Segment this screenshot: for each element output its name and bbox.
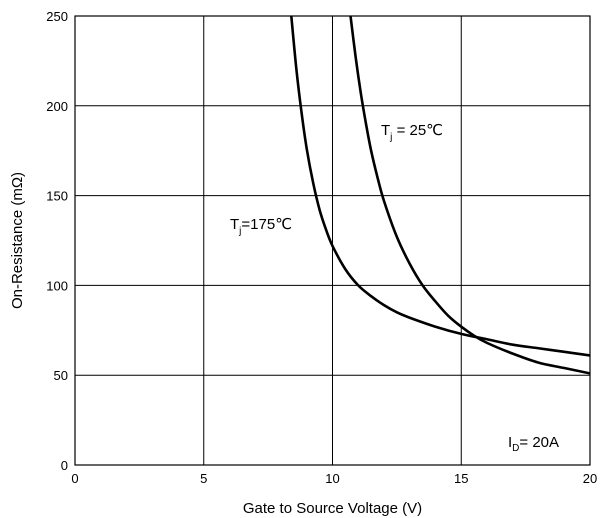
series-label-tj-25: Tj = 25℃ [381, 122, 443, 143]
x-tick-label: 10 [325, 471, 339, 486]
series-label-main: T [381, 122, 390, 139]
x-tick-label: 20 [583, 471, 597, 486]
series-line-tj-25 [349, 16, 590, 375]
y-axis-label: On-Resistance (mΩ) [9, 172, 26, 309]
y-tick-label: 50 [54, 368, 68, 383]
series-label-rest: =175℃ [241, 216, 292, 233]
x-tick-label: 5 [200, 471, 207, 486]
annotation-main: I [508, 434, 512, 451]
x-axis-label: Gate to Source Voltage (V) [243, 500, 422, 517]
series-lines [290, 16, 590, 375]
annotation-rest: = 20A [519, 434, 559, 451]
y-tick-label: 150 [46, 189, 68, 204]
y-tick-labels: 0 50 100 150 200 250 [46, 9, 68, 473]
plot-frame [74, 15, 591, 466]
x-tick-label: 0 [71, 471, 78, 486]
y-tick-label: 250 [46, 9, 68, 24]
series-label-main: T [230, 216, 239, 233]
x-tick-labels: 0 5 10 15 20 [71, 471, 597, 486]
series-label-tj-175: Tj=175℃ [230, 216, 292, 237]
series-labels: Tj=175℃Tj = 25℃ [230, 122, 443, 237]
series-label-sub: j [238, 226, 241, 237]
y-tick-label: 200 [46, 99, 68, 114]
series-label-sub: j [389, 132, 392, 143]
annotation-sub: D [512, 443, 519, 454]
series-line-tj-175 [290, 16, 590, 357]
y-tick-label: 0 [61, 458, 68, 473]
series-label-rest: = 25℃ [392, 122, 443, 139]
grid [74, 15, 591, 466]
drain-current-annotation: ID= 20A [508, 434, 559, 454]
x-tick-label: 15 [454, 471, 468, 486]
y-tick-label: 100 [46, 278, 68, 293]
